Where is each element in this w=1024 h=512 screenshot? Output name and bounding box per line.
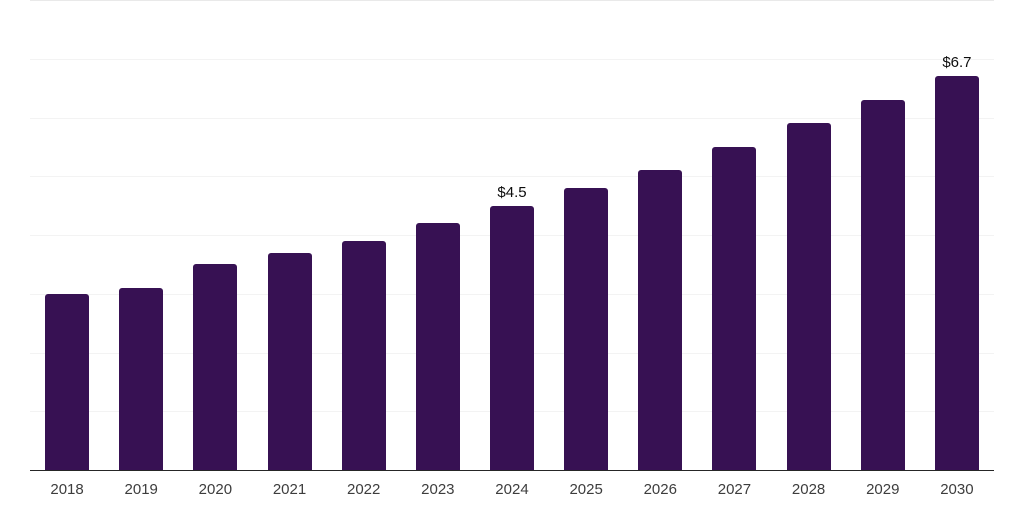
bar-2026 <box>638 170 683 470</box>
value-label-2024: $4.5 <box>497 183 527 201</box>
x-tick-2024: 2024 <box>495 481 529 498</box>
x-tick-2026: 2026 <box>643 481 677 498</box>
bar-2028 <box>786 123 831 470</box>
bar-2018 <box>45 293 90 470</box>
bar-2019 <box>119 287 164 470</box>
x-tick-2022: 2022 <box>346 481 381 498</box>
x-tick-2028: 2028 <box>791 481 826 498</box>
bar-2024 <box>490 205 534 470</box>
x-tick-2025: 2025 <box>569 481 603 498</box>
gridline <box>30 176 994 178</box>
x-tick-2023: 2023 <box>421 481 455 498</box>
x-tick-2027: 2027 <box>717 481 752 498</box>
x-tick-2021: 2021 <box>272 481 307 498</box>
x-tick-2020: 2020 <box>198 481 233 498</box>
bar-2022 <box>341 240 386 470</box>
bar-2027 <box>712 146 757 470</box>
gridline <box>30 0 994 1</box>
bar-2020 <box>193 264 238 470</box>
x-axis-line <box>30 469 994 471</box>
x-tick-2019: 2019 <box>124 481 158 498</box>
bar-2025 <box>564 188 609 470</box>
x-axis-labels: 2018 2019 2020 2021 2022 2023 2024 2025 2026 2027… <box>30 479 994 503</box>
bar-2029 <box>860 99 905 470</box>
bar-2023 <box>415 223 460 470</box>
bar-2021 <box>267 252 312 470</box>
x-tick-2029: 2029 <box>866 481 900 498</box>
bar-2030 <box>934 76 979 470</box>
x-tick-2018: 2018 <box>50 481 84 498</box>
gridline <box>30 117 994 119</box>
value-label-2030: $6.7 <box>942 54 972 72</box>
gridline <box>30 58 994 60</box>
plot-area: $4.5 $6.7 <box>30 0 994 471</box>
x-tick-2030: 2030 <box>940 481 974 498</box>
